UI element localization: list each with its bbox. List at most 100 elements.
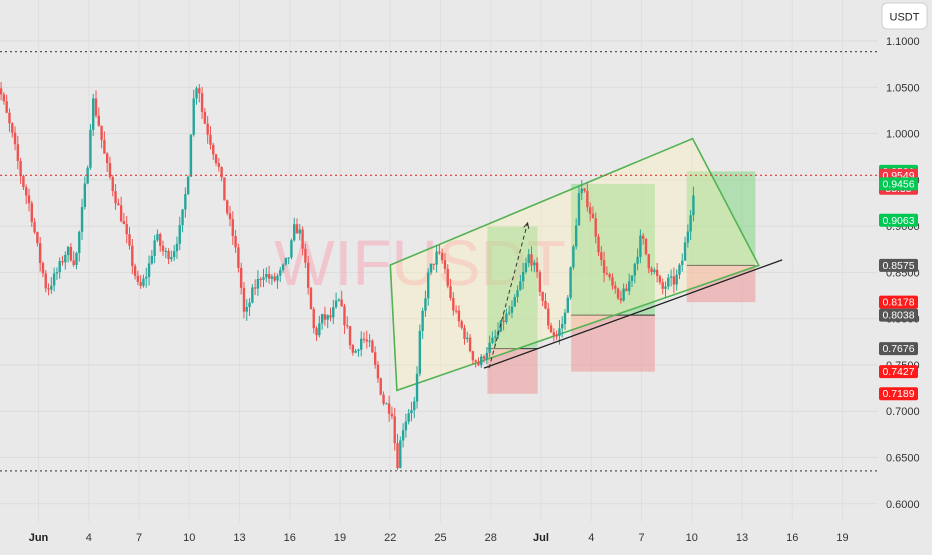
candle-down <box>30 203 33 222</box>
candle-up <box>279 270 282 276</box>
candle-up <box>360 338 363 350</box>
price-tag-bg <box>879 387 918 401</box>
candle-up <box>334 300 338 308</box>
candle-down <box>97 115 100 126</box>
y-tick-label: 0.7000 <box>886 406 920 418</box>
candle-up <box>521 271 525 282</box>
candle-down <box>608 274 611 278</box>
candle-down <box>136 275 140 282</box>
position-1-target-zone <box>487 226 538 349</box>
position-3-target-zone <box>686 171 756 266</box>
candle-down <box>36 232 39 244</box>
price-tag-bg <box>879 308 918 322</box>
candle-down <box>304 248 307 263</box>
candle-down <box>47 288 50 290</box>
candle-down <box>555 335 558 337</box>
candle-down <box>237 247 240 268</box>
candle-down <box>382 394 385 404</box>
x-tick-label: Jun <box>29 532 49 544</box>
candle-down <box>128 234 131 246</box>
candle-down <box>602 260 606 274</box>
candle-up <box>407 413 410 422</box>
candle-up <box>332 307 335 318</box>
candle-up <box>636 256 639 264</box>
candle-down <box>541 291 544 301</box>
candle-up <box>563 312 567 325</box>
candle-up <box>466 337 469 339</box>
candle-down <box>25 187 28 196</box>
x-tick-label: 16 <box>284 532 296 544</box>
candle-up <box>424 298 427 311</box>
candle-down <box>373 352 377 365</box>
candle-down <box>212 144 215 155</box>
candle-up <box>172 251 176 258</box>
candle-up <box>92 98 95 130</box>
candle-down <box>2 94 6 102</box>
candle-up <box>50 285 53 290</box>
candle-up <box>622 288 625 301</box>
candle-down <box>159 234 162 246</box>
candle-up <box>683 242 687 261</box>
candle-up <box>164 251 167 253</box>
candle-down <box>139 281 142 286</box>
candle-down <box>432 263 435 265</box>
x-tick-label: 28 <box>485 532 497 544</box>
y-tick-label: 1.0500 <box>886 82 920 94</box>
candle-down <box>340 299 343 307</box>
candle-up <box>66 246 70 255</box>
candle-down <box>203 111 207 124</box>
candle-up <box>689 215 692 232</box>
candle-up <box>55 272 59 274</box>
candle-down <box>259 278 262 280</box>
candle-up <box>147 263 151 277</box>
candle-up <box>413 401 416 411</box>
candle-down <box>365 339 368 342</box>
price-tag-0.7676: 0.7676 <box>879 342 918 356</box>
candle-up <box>675 274 678 285</box>
candle-down <box>72 260 75 266</box>
candle-up <box>78 231 81 254</box>
price-tag-0.9063: 0.9063 <box>879 213 918 227</box>
candle-up <box>664 286 667 289</box>
candle-up <box>401 430 405 441</box>
candle-up <box>52 273 56 286</box>
price-tag-label: 0.9456 <box>882 178 914 190</box>
candle-down <box>5 101 8 113</box>
price-tag-label: 0.8575 <box>882 260 914 272</box>
y-tick-label: 1.1000 <box>886 36 920 48</box>
currency-button[interactable]: USDT <box>881 2 928 30</box>
support-trendline[interactable] <box>483 259 783 369</box>
candle-down <box>460 321 463 328</box>
candle-up <box>577 193 581 226</box>
candle-up <box>145 276 148 279</box>
candle-down <box>583 188 586 191</box>
candle-down <box>650 268 653 272</box>
candle-down <box>220 167 223 178</box>
candle-up <box>519 281 522 291</box>
candle-up <box>678 264 681 275</box>
candle-down <box>206 123 209 135</box>
candle-down <box>114 191 117 204</box>
candle-up <box>427 272 430 299</box>
candle-down <box>33 221 36 233</box>
candle-up <box>281 264 285 271</box>
candle-up <box>245 306 248 312</box>
candle-down <box>161 245 165 252</box>
candle-up <box>516 290 519 297</box>
candle-up <box>58 261 61 273</box>
candle-up <box>524 262 528 272</box>
candle-up <box>262 277 265 280</box>
candle-up <box>415 373 419 402</box>
candle-down <box>295 224 299 234</box>
candle-down <box>647 254 650 269</box>
x-tick-label: 13 <box>233 532 245 544</box>
candle-up <box>485 352 489 359</box>
candle-down <box>0 88 3 95</box>
candle-up <box>580 188 583 194</box>
candle-up <box>178 225 181 244</box>
candle-up <box>628 281 631 292</box>
candle-down <box>443 260 447 269</box>
candle-up <box>186 176 190 195</box>
candle-down <box>348 326 352 346</box>
